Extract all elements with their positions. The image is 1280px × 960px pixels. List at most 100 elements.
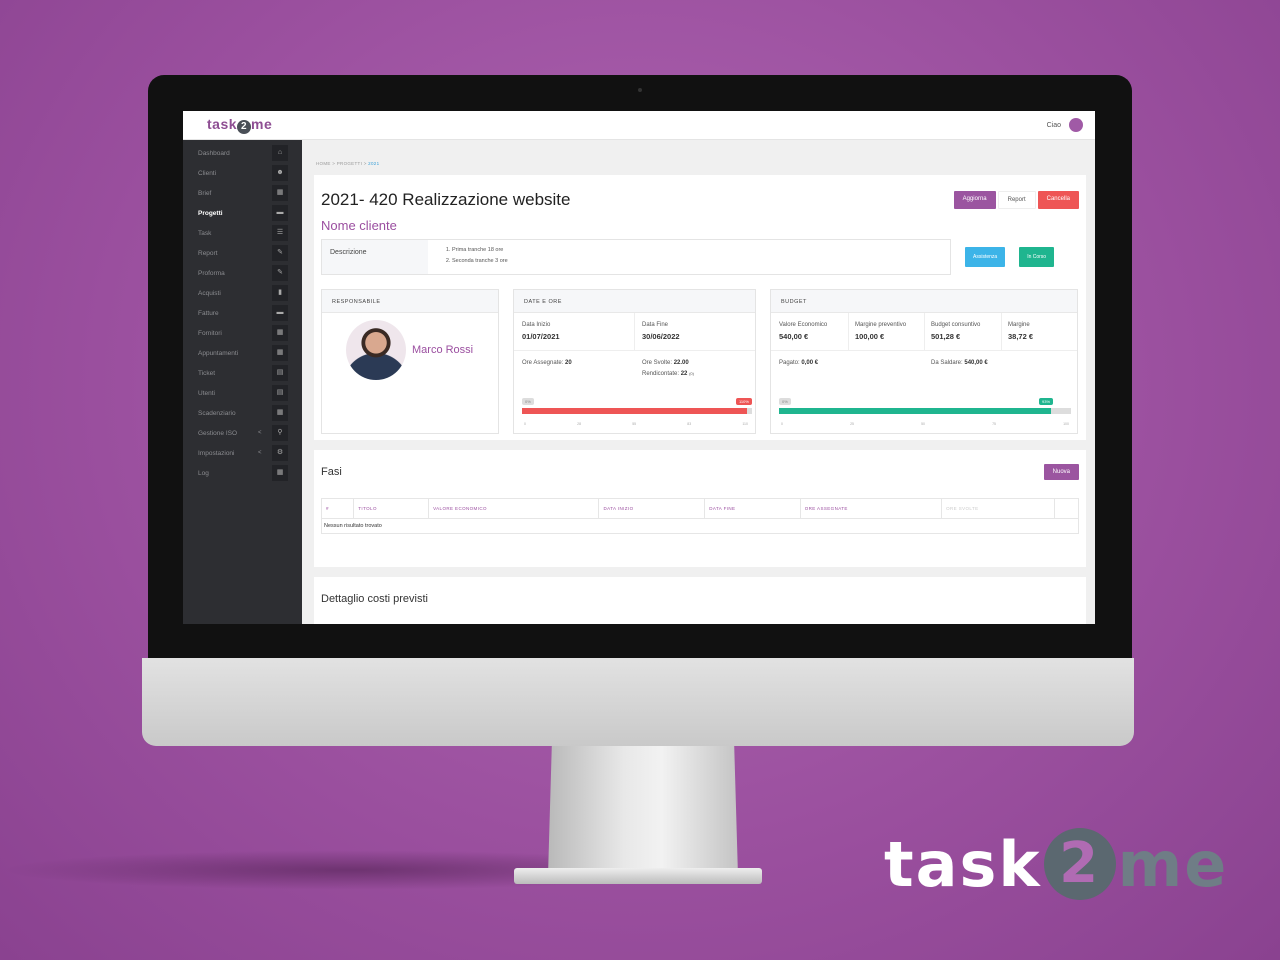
dates-header: DATE E ORE (514, 290, 755, 313)
sidebar-item-label: Impostazioni (198, 449, 235, 457)
column-header[interactable] (1053, 498, 1080, 519)
app-screen: task 2 me Ciao Dashboard ⌂ Clienti ☻ Brief ▦ Pro… (183, 111, 1095, 624)
edit-icon: ✎ (272, 245, 288, 261)
budget-col: Margine 38,72 € (1008, 322, 1034, 341)
topbar: task 2 me Ciao (183, 111, 1095, 140)
sidebar-item-label: Acquisti (198, 289, 221, 297)
sidebar-item-utenti[interactable]: Utenti ▤ (183, 383, 302, 403)
camera (638, 88, 642, 92)
sidebar-item-log[interactable]: Log ▦ (183, 463, 302, 483)
sidebar-item-proforma[interactable]: Proforma ✎ (183, 263, 302, 283)
fasi-card: Fasi Nuova # TITOLO VALORE ECONOMICO DATA I… (314, 450, 1086, 567)
sidebar-item-label: Dashboard (198, 149, 230, 157)
imac-chin (142, 658, 1134, 746)
file-icon: ▮ (272, 285, 288, 301)
due-amount: Da Saldare: 540,00 € (931, 360, 988, 366)
sidebar-item-ticket[interactable]: Ticket ▤ (183, 363, 302, 383)
user-avatar[interactable] (1069, 118, 1083, 132)
sidebar-item-label: Clienti (198, 169, 217, 177)
description-item: Seconda tranche 3 ore (452, 256, 508, 267)
sidebar-item-acquisti[interactable]: Acquisti ▮ (183, 283, 302, 303)
responsabile-name[interactable]: Marco Rossi (412, 344, 474, 356)
table-icon: ▦ (272, 185, 288, 201)
sidebar-item-task[interactable]: Task ☰ (183, 223, 302, 243)
brand-logo: task 2 me (884, 827, 1229, 901)
client-name[interactable]: Nome cliente (321, 218, 397, 233)
edit-icon: ✎ (272, 265, 288, 281)
scale-tick: 110 (742, 422, 748, 426)
scale-tick: 0 (524, 422, 526, 426)
column-header[interactable]: DATA INIZIO (598, 498, 706, 519)
column-header[interactable]: DATA FINE (704, 498, 801, 519)
budget-progress-fill (779, 408, 1051, 414)
sidebar-item-report[interactable]: Report ✎ (183, 243, 302, 263)
calendar-icon: ▦ (272, 405, 288, 421)
sidebar-item-label: Progetti (198, 209, 223, 217)
sidebar-item-brief[interactable]: Brief ▦ (183, 183, 302, 203)
sidebar-item-label: Scadenziario (198, 409, 236, 417)
breadcrumb-home[interactable]: HOME (316, 161, 331, 166)
column-header[interactable]: TITOLO (353, 498, 430, 519)
column-header[interactable]: VALORE ECONOMICO (428, 498, 600, 519)
sidebar-item-progetti[interactable]: Progetti ▬ (183, 203, 302, 223)
sidebar-item-fornitori[interactable]: Fornitori ▦ (183, 323, 302, 343)
fasi-table: # TITOLO VALORE ECONOMICO DATA INIZIO DATA F… (320, 498, 1080, 534)
sidebar-item-label: Brief (198, 189, 212, 197)
greeting: Ciao (1046, 121, 1061, 129)
budget-value-label: 93% (1039, 398, 1054, 405)
budget-box: BUDGET Valore Economico 540,00 € Margine p… (770, 289, 1078, 434)
sidebar: Dashboard ⌂ Clienti ☻ Brief ▦ Progetti ▬ Task ☰ Re… (183, 140, 302, 624)
update-button[interactable]: Aggiorna (953, 191, 996, 209)
done-hours: Ore Svolte: 22.00 (642, 360, 689, 366)
sidebar-item-label: Log (198, 469, 209, 477)
breadcrumb-projects[interactable]: PROGETTI (336, 161, 363, 166)
description-box: Descrizione Prima tranche 18 oreSeconda … (321, 239, 951, 275)
table-icon: ▦ (272, 465, 288, 481)
end-date: Data Fine 30/06/2022 (642, 322, 680, 341)
sidebar-item-gestione-iso[interactable]: Gestione ISO < ⚲ (183, 423, 302, 443)
app-logo[interactable]: task 2 me (207, 116, 273, 134)
sidebar-item-label: Fatture (198, 309, 219, 317)
sidebar-item-appuntamenti[interactable]: Appuntamenti ▦ (183, 343, 302, 363)
page-title: 2021- 420 Realizzazione website (321, 190, 571, 209)
ticket-icon: ▤ (272, 365, 288, 381)
sidebar-item-label: Ticket (198, 369, 216, 377)
column-header[interactable]: # (320, 498, 355, 519)
type-badge[interactable]: Assistenza (965, 247, 1006, 267)
chevron-left-icon: < (258, 430, 262, 436)
sidebar-item-label: Gestione ISO (198, 429, 238, 437)
scale-tick: 75 (992, 422, 996, 426)
sidebar-item-label: Proforma (198, 269, 225, 277)
sidebar-item-label: Fornitori (198, 329, 222, 337)
scale-tick: 28 (577, 422, 582, 426)
status-badge[interactable]: In Corso (1019, 247, 1055, 267)
delete-button[interactable]: Cancella (1037, 191, 1079, 209)
sidebar-item-dashboard[interactable]: Dashboard ⌂ (183, 143, 302, 163)
description-label: Descrizione (322, 240, 428, 274)
scale-tick: 0 (781, 422, 783, 426)
budget-scale: 0 25 50 75 100 (781, 422, 1069, 426)
sidebar-item-fatture[interactable]: Fatture ▬ (183, 303, 302, 323)
avatar (346, 320, 406, 380)
main-content: HOME > PROGETTI > 2021 2021- 420 Realizz… (314, 140, 1086, 624)
folder-icon: ▬ (272, 205, 288, 221)
sidebar-item-label: Appuntamenti (198, 349, 239, 357)
sidebar-item-label: Report (198, 249, 218, 257)
sidebar-item-impostazioni[interactable]: Impostazioni < ⚙ (183, 443, 302, 463)
breadcrumb-current: 2021 (368, 161, 380, 166)
sidebar-item-clienti[interactable]: Clienti ☻ (183, 163, 302, 183)
breadcrumb: HOME > PROGETTI > 2021 (316, 161, 380, 166)
reported-hours: Rendicontate: 22 (0) (642, 371, 694, 377)
column-header[interactable]: ORE SVOLTE (941, 498, 1055, 519)
sidebar-item-scadenziario[interactable]: Scadenziario ▦ (183, 403, 302, 423)
budget-header: BUDGET (771, 290, 1077, 313)
column-header[interactable]: ORE ASSEGNATE (799, 498, 943, 519)
budget-col: Budget consuntivo 501,28 € (931, 322, 981, 341)
scale-tick: 83 (687, 422, 692, 426)
costi-title: Dettaglio costi previsti (321, 593, 428, 605)
new-phase-button[interactable]: Nuova (1043, 464, 1079, 480)
imac-stand (548, 746, 738, 876)
folder-icon: ▬ (272, 305, 288, 321)
report-button[interactable]: Report (997, 191, 1036, 209)
scale-tick: 25 (850, 422, 854, 426)
